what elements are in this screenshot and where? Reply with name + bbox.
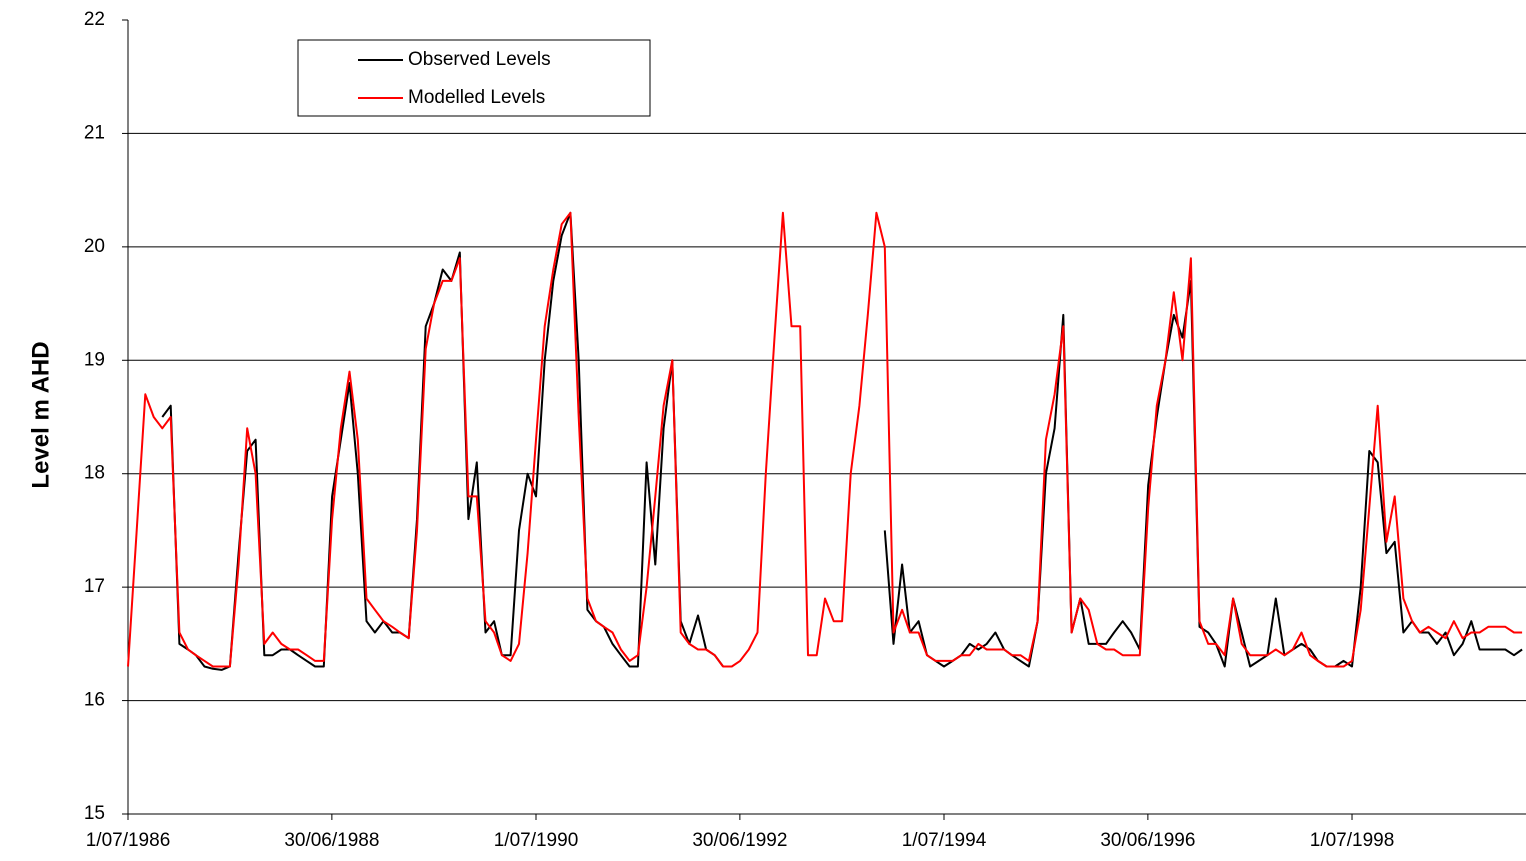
data-line — [127, 211, 1523, 668]
y-tick-label: 15 — [84, 803, 105, 824]
y-axis-title: Level m AHD — [27, 341, 54, 488]
x-tick-label: 30/06/1992 — [692, 830, 787, 851]
x-tick-label: 30/06/1996 — [1100, 830, 1195, 851]
y-tick-label: 20 — [84, 236, 105, 257]
data-line — [161, 211, 1523, 671]
legend-box — [297, 39, 651, 117]
legend-label: Observed Levels — [408, 49, 551, 70]
y-tick-label: 19 — [84, 349, 105, 370]
y-tick-label: 18 — [84, 463, 105, 484]
y-tick-label: 21 — [84, 122, 105, 143]
y-tick-label: 17 — [84, 576, 105, 597]
x-tick-label: 1/07/1998 — [1310, 830, 1395, 851]
x-tick-label: 30/06/1988 — [284, 830, 379, 851]
x-tick-label: 1/07/1986 — [86, 830, 171, 851]
y-tick-label: 16 — [84, 690, 105, 711]
x-tick-label: 1/07/1994 — [902, 830, 987, 851]
x-tick-label: 1/07/1990 — [494, 830, 579, 851]
y-tick-label: 22 — [84, 9, 105, 30]
legend-label: Modelled Levels — [408, 87, 545, 108]
